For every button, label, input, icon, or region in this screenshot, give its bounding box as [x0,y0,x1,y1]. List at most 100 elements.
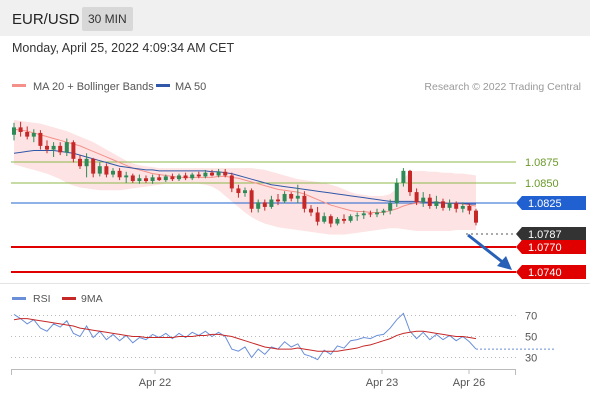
candle-body [348,216,353,221]
candle-body [71,142,76,159]
rsi-legend-swatch [12,297,26,300]
candle-body [408,170,412,193]
timeframe-badge[interactable]: 30 MIN [82,7,133,31]
candle-body [236,188,241,194]
candle-body [64,142,69,153]
candle-body [203,172,208,177]
x-tick-label: Apr 22 [139,377,171,389]
candle-body [216,171,221,176]
candle-body [111,170,115,175]
candle-body [381,210,386,213]
candle-body [447,203,452,208]
candle-body [190,174,195,179]
candle-body [223,171,228,176]
candle-body [276,199,280,202]
candle-body [31,132,36,137]
candle-body [322,216,327,222]
candle-body [361,213,366,216]
candle-body [474,210,478,223]
ma9-legend-label: 9MA [81,293,103,305]
candle-body [335,218,340,224]
candle-body [163,176,168,181]
projection-arrow-shaft [467,233,506,266]
candle-body [256,202,261,209]
rsi-tick-70: 70 [525,311,537,323]
candle-body [137,178,142,182]
candle-body [157,177,162,181]
candle-body [144,178,148,182]
candle-body [18,127,23,132]
candle-body [342,218,346,221]
rsi-tick-50: 50 [525,332,537,344]
ma50-legend-swatch [156,84,170,87]
candle-body [454,203,459,209]
candle-body [177,175,181,180]
candle-body [12,127,16,135]
candle-body [401,170,406,183]
ma50-line [13,150,476,205]
candle-body [302,195,307,209]
projection-arrow-head [497,256,512,270]
level-label-1.0787: 1.0787 [528,229,562,241]
candle-body [309,208,313,213]
level-label-1.0875: 1.0875 [525,157,559,169]
candle-body [150,177,155,182]
candle-body [124,175,129,178]
candle-body [355,215,360,217]
candle-body [25,132,30,137]
candle-body [97,166,102,174]
candle-body [460,206,465,209]
rsi-tick-30: 30 [525,353,537,365]
ma20-legend-label: MA 20 + Bollinger Bands [33,81,154,93]
rsi-line [13,312,477,361]
candle-body [196,174,201,177]
candle-body [117,170,122,178]
level-label-1.0770: 1.0770 [528,242,562,254]
level-label-1.0850: 1.0850 [525,178,559,190]
level-tag-1.0825 [516,196,586,210]
instrument-title: EUR/USD [12,11,80,28]
level-label-1.0740: 1.0740 [528,267,562,279]
ma20-line [13,128,477,213]
chart-header: EUR/USD 30 MIN [0,0,590,36]
x-tick-label: Apr 26 [453,377,485,389]
rsi-ma9-line [13,318,477,352]
candle-body [289,193,294,199]
candle-body [388,203,393,211]
candle-body [269,199,274,207]
candle-body [295,195,300,199]
candle-body [249,190,254,209]
candle-body [104,166,109,175]
candle-body [229,175,234,189]
candle-body [282,193,287,202]
candle-body [315,212,320,222]
report-timestamp: Monday, April 25, 2022 4:09:34 AM CET [12,41,235,55]
candle-body [58,145,63,153]
candle-body [394,182,399,204]
candle-body [210,172,214,176]
research-credit: Research © 2022 Trading Central [424,81,581,93]
candle-body [467,206,472,211]
level-tag-1.0770 [516,240,586,254]
candle-body [414,192,419,203]
candle-body [328,216,333,224]
candle-body [78,158,82,167]
ma50-legend-label: MA 50 [175,81,206,93]
level-tag-1.0787 [516,227,586,241]
candle-body [130,175,135,182]
ma9-legend-swatch [62,297,76,300]
candle-body [262,202,267,207]
candle-body [427,197,432,206]
candle-body [368,213,373,215]
candle-body [84,158,89,167]
rsi-legend-label: RSI [33,293,51,305]
candle-body [91,158,96,174]
candle-body [51,145,56,150]
candle-body [441,201,445,208]
candle-body [243,190,247,194]
candle-body [375,212,379,215]
candle-body [45,145,49,150]
candle-body [434,201,439,206]
level-tag-1.0740 [516,265,586,279]
